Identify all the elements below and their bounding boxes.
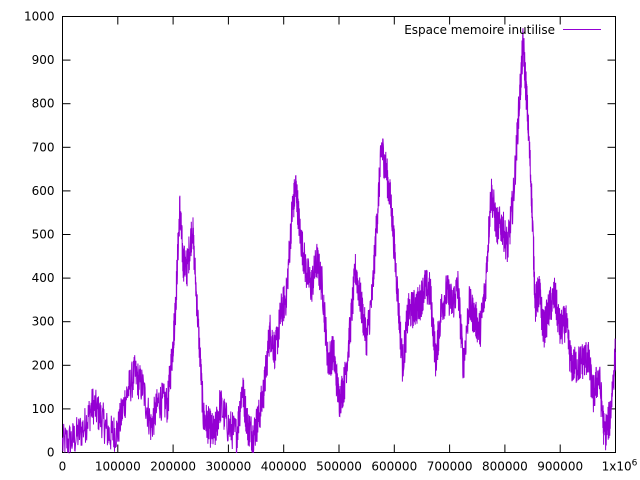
x-tick-label: 500000 xyxy=(316,460,362,474)
x-tick-label: 700000 xyxy=(427,460,473,474)
y-tick-label: 100 xyxy=(32,402,55,416)
x-tick-label: 900000 xyxy=(537,460,583,474)
y-tick-label: 0 xyxy=(47,446,55,460)
y-tick-label: 700 xyxy=(32,140,55,154)
x-tick-label: 600000 xyxy=(371,460,417,474)
y-tick-label: 600 xyxy=(32,184,55,198)
x-tick-label: 200000 xyxy=(150,460,196,474)
x-tick-label: 100000 xyxy=(95,460,141,474)
y-tick-label: 400 xyxy=(32,271,55,285)
legend-label: Espace memoire inutilise xyxy=(404,23,555,37)
y-tick-label: 900 xyxy=(32,53,55,67)
x-axis: 0 100000 200000 300000 400000 500000 600000 700… xyxy=(59,16,638,474)
x-tick-label: 0 xyxy=(59,460,67,474)
y-tick-label: 800 xyxy=(32,97,55,111)
x-tick-label: 300000 xyxy=(205,460,251,474)
y-axis: 0 100 200 300 400 500 600 700 800 900 1000 xyxy=(24,10,616,460)
x-tick-exponent: 6 xyxy=(632,459,638,469)
x-tick-label: 400000 xyxy=(261,460,307,474)
series-line-espace-memoire xyxy=(62,28,616,455)
y-tick-label: 500 xyxy=(32,228,55,242)
y-tick-label: 300 xyxy=(32,315,55,329)
x-tick-label: 1x106 xyxy=(602,459,638,474)
y-tick-label: 200 xyxy=(32,358,55,372)
legend: Espace memoire inutilise xyxy=(404,23,601,37)
x-tick-label: 800000 xyxy=(482,460,528,474)
y-tick-label: 1000 xyxy=(24,10,55,24)
